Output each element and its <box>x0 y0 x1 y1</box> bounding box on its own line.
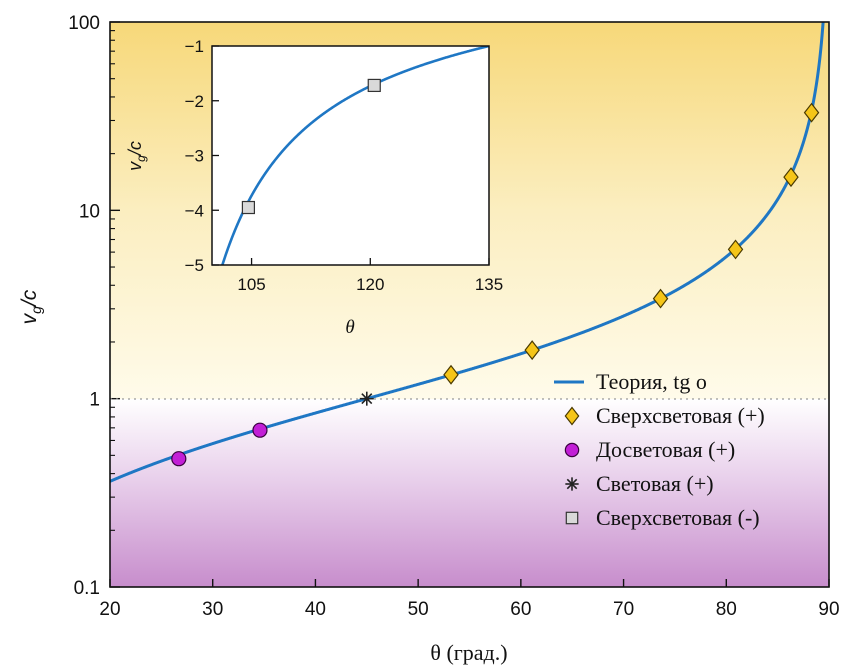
superluminal-positive-point <box>727 239 744 260</box>
superluminal-positive-point <box>652 288 669 309</box>
inset-y-tick-label: −5 <box>185 256 204 275</box>
superluminal-positive-point <box>524 340 540 361</box>
subluminal-region <box>110 399 829 587</box>
superluminal-negative-point <box>565 511 579 525</box>
x-axis-label: θ (град.) <box>430 640 507 665</box>
y-tick-label: 100 <box>68 13 100 34</box>
inset-y-tick-label: −4 <box>185 201 204 220</box>
main-data-points <box>171 102 820 467</box>
y-tick-label: 10 <box>79 201 100 222</box>
inset-x-tick-label: 105 <box>237 275 265 294</box>
subluminal-positive-point <box>252 422 268 438</box>
superluminal-positive-point <box>783 167 799 188</box>
x-tick-label: 60 <box>510 599 531 620</box>
subluminal-positive-point <box>171 451 187 467</box>
inset-data-points <box>241 78 381 215</box>
legend-entry-label: Сверхсветовая (-) <box>596 505 760 530</box>
legend-entry-label: Досветовая (+) <box>596 437 735 462</box>
inset-x-tick-label: 135 <box>475 275 503 294</box>
x-tick-label: 50 <box>408 599 429 620</box>
main-plot-frame <box>109 21 830 588</box>
subluminal-positive-point <box>564 442 580 458</box>
x-tick-label: 70 <box>613 599 634 620</box>
luminal-positive-point <box>359 391 374 406</box>
y-axis-label: vg/c <box>18 289 44 324</box>
main-axis-tick-labels: 20 30 40 50 60 70 80 90 0.1 1 10 100 <box>68 13 839 620</box>
legend-entry-label: Сверхсветовая (+) <box>596 403 765 428</box>
x-tick-label: 80 <box>716 599 737 620</box>
inset-frame <box>211 45 490 266</box>
inset-axis-tick-labels: 105 120 135 −1 −2 −3 −4 −5 <box>185 37 504 294</box>
superluminal-negative-point <box>241 200 256 215</box>
superluminal-negative-point <box>367 78 381 93</box>
inset-x-axis-label: θ <box>345 317 354 338</box>
x-tick-label: 40 <box>305 599 326 620</box>
legend-entry-label: Теория, tg o <box>596 369 707 394</box>
theory-curve <box>110 22 825 483</box>
inset-y-tick-label: −1 <box>185 37 204 56</box>
y-tick-label: 1 <box>89 390 100 411</box>
inset-y-tick-label: −3 <box>185 147 204 166</box>
superluminal-positive-point <box>564 406 580 426</box>
legend-entry-label: Световая (+) <box>596 471 714 496</box>
inset-x-tick-label: 120 <box>356 275 384 294</box>
inset-theory-curve <box>221 46 489 265</box>
inset-y-tick-label: −2 <box>185 92 204 111</box>
luminal-positive-point <box>565 477 579 491</box>
inset-background <box>212 46 489 265</box>
superluminal-positive-point <box>443 364 459 385</box>
y-tick-label: 0.1 <box>74 578 100 599</box>
x-tick-label: 20 <box>99 599 120 620</box>
x-tick-label: 90 <box>818 599 839 620</box>
x-tick-label: 30 <box>202 599 223 620</box>
inset-y-axis-label: vg/c <box>125 141 148 171</box>
legend: Теория, tg o Сверхсветовая (+) Досветовая … <box>554 369 765 530</box>
superluminal-positive-point <box>803 102 820 123</box>
